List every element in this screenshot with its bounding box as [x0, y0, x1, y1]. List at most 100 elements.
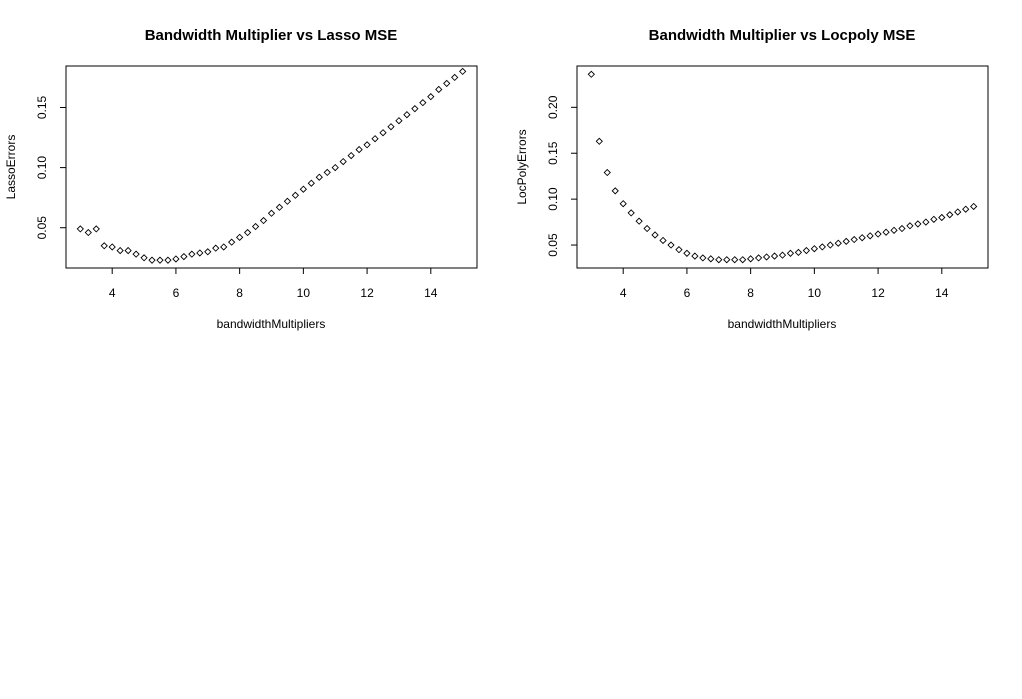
data-point [315, 173, 323, 181]
data-point [962, 205, 970, 213]
x-tick-label: 14 [424, 286, 438, 300]
data-point [307, 179, 315, 187]
x-tick-label: 6 [173, 286, 180, 300]
data-point [651, 231, 659, 239]
data-point [443, 79, 451, 88]
data-point [707, 255, 715, 263]
y-tick-label: 0.05 [546, 233, 560, 257]
data-point [228, 238, 236, 246]
data-point [675, 245, 683, 254]
data-point [619, 200, 627, 208]
data-point [659, 236, 667, 245]
data-point [251, 222, 260, 231]
data-point [794, 248, 803, 257]
x-tick-label: 8 [747, 286, 754, 300]
data-point [786, 249, 795, 257]
data-point [236, 233, 244, 241]
data-point [347, 151, 355, 160]
data-point [691, 252, 699, 260]
data-point [587, 70, 595, 78]
y-tick-label: 0.10 [35, 156, 49, 180]
data-point [723, 256, 731, 264]
data-point [731, 256, 739, 264]
y-tick-label: 0.10 [546, 187, 560, 211]
data-point [419, 99, 427, 107]
data-point [826, 241, 834, 249]
data-point [100, 242, 108, 250]
data-point [323, 168, 331, 177]
data-point [842, 237, 850, 246]
data-point [379, 129, 387, 137]
data-point [770, 252, 779, 260]
data-point [331, 163, 339, 172]
data-point [387, 123, 395, 131]
data-point [299, 185, 307, 193]
data-point [148, 256, 156, 264]
y-tick-label: 0.05 [35, 216, 49, 240]
data-point [922, 218, 930, 226]
data-point [890, 226, 898, 234]
data-point [275, 203, 284, 211]
y-axis: 0.05 0.10 0.15 0.20 [546, 95, 578, 257]
data-point [108, 243, 116, 251]
data-point [283, 197, 292, 205]
data-point [946, 211, 954, 219]
x-tick-label: 6 [684, 286, 691, 300]
data-point [116, 246, 124, 255]
data-point [363, 141, 371, 149]
x-tick-label: 8 [236, 286, 243, 300]
x-tick-label: 10 [808, 286, 822, 300]
data-point [371, 135, 379, 143]
data-point [818, 243, 826, 251]
data-point [954, 208, 962, 216]
y-tick-label: 0.15 [35, 95, 49, 119]
data-points [76, 67, 467, 264]
data-point [355, 145, 363, 154]
data-point [715, 256, 723, 264]
x-tick-label: 12 [360, 286, 374, 300]
x-tick-label: 12 [871, 286, 885, 300]
data-point [810, 245, 818, 253]
data-point [603, 168, 611, 177]
data-point [930, 215, 938, 223]
data-point [204, 248, 212, 256]
data-point [970, 202, 978, 211]
data-point [291, 191, 300, 199]
data-point [882, 228, 890, 236]
data-point [667, 241, 675, 249]
data-point [212, 244, 220, 252]
y-tick-label: 0.15 [546, 141, 560, 165]
data-point [164, 256, 172, 264]
data-point [259, 216, 268, 225]
data-point [595, 137, 603, 145]
data-point [762, 253, 771, 261]
x-axis: 4 6 8 10 12 14 [109, 267, 438, 300]
data-point [627, 209, 635, 217]
data-point [403, 111, 411, 119]
chart-title: Bandwidth Multiplier vs Locpoly MSE [649, 27, 916, 44]
data-point [156, 256, 164, 264]
data-point [124, 246, 132, 255]
data-point [906, 222, 914, 230]
data-point [866, 232, 874, 240]
y-axis-label: LassoErrors [4, 135, 18, 200]
data-point [898, 224, 906, 233]
data-point [339, 157, 347, 166]
x-tick-label: 4 [620, 286, 627, 300]
y-tick-label: 0.20 [546, 95, 560, 119]
data-point [427, 93, 435, 101]
data-point [435, 85, 443, 94]
chart-title: Bandwidth Multiplier vs Lasso MSE [145, 27, 398, 44]
data-point [739, 256, 747, 264]
data-point [874, 230, 882, 238]
x-axis-label: bandwidthMultipliers [217, 317, 326, 331]
data-point [196, 249, 204, 257]
x-tick-label: 14 [935, 286, 949, 300]
data-point [643, 224, 651, 233]
data-point [180, 252, 188, 261]
data-point [84, 228, 92, 237]
data-point [140, 254, 148, 262]
data-points [587, 70, 978, 264]
